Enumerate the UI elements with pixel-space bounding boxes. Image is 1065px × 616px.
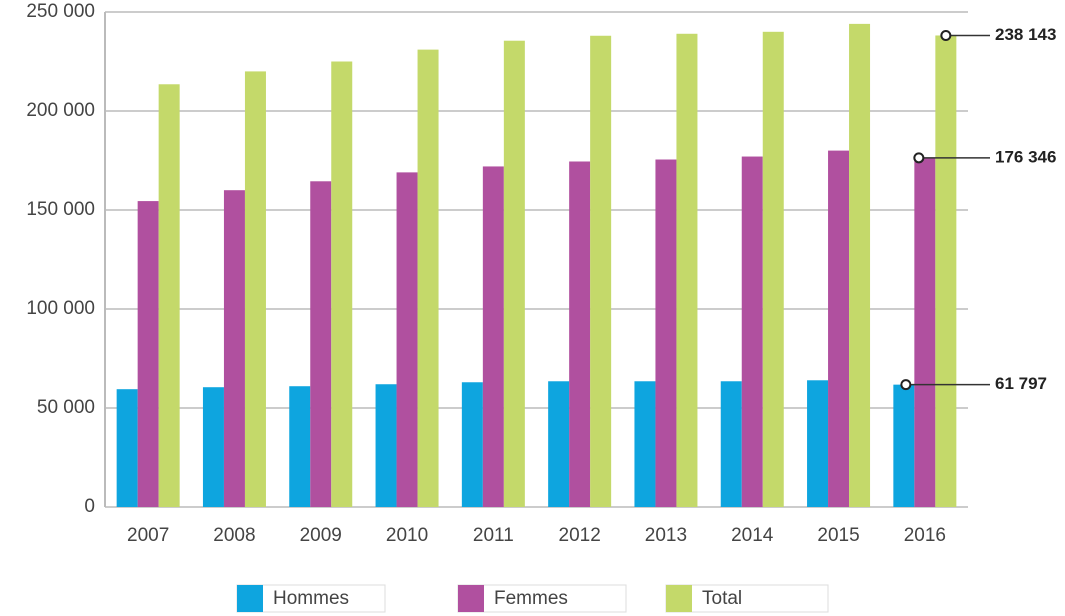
legend-label: Hommes xyxy=(273,588,349,609)
bar xyxy=(310,181,332,508)
x-tick-label: 2008 xyxy=(213,525,255,546)
bar xyxy=(158,84,180,508)
bar xyxy=(762,31,784,508)
bar xyxy=(807,380,829,507)
bar xyxy=(137,201,159,507)
bar xyxy=(548,381,570,507)
bar xyxy=(417,49,439,508)
legend-label: Total xyxy=(702,588,742,609)
x-tick-label: 2011 xyxy=(473,525,514,546)
bar xyxy=(720,381,742,507)
bar xyxy=(503,40,525,508)
y-tick-label: 150 000 xyxy=(26,199,95,220)
x-tick-label: 2013 xyxy=(645,525,687,546)
label-point xyxy=(940,29,952,41)
bar xyxy=(375,384,397,507)
value-label: 238 143 xyxy=(995,25,1056,44)
y-tick-label: 0 xyxy=(84,496,95,517)
x-tick-label: 2016 xyxy=(904,525,946,546)
bar xyxy=(893,384,915,507)
x-tick-label: 2012 xyxy=(559,525,601,546)
bar xyxy=(741,156,763,508)
y-tick-label: 250 000 xyxy=(26,1,95,22)
legend-swatch xyxy=(237,585,263,612)
bar xyxy=(331,61,353,507)
legend-swatch xyxy=(666,585,692,612)
bar xyxy=(935,35,957,507)
x-tick-label: 2015 xyxy=(817,525,859,546)
x-tick-label: 2009 xyxy=(300,525,342,546)
y-tick-label: 200 000 xyxy=(26,100,95,121)
label-point xyxy=(913,152,925,164)
legend-swatch xyxy=(458,585,484,612)
x-tick-label: 2010 xyxy=(386,525,428,546)
bar xyxy=(634,381,656,507)
bar xyxy=(289,386,311,507)
bar xyxy=(828,150,850,507)
x-tick-label: 2014 xyxy=(731,525,774,546)
value-label: 61 797 xyxy=(995,374,1047,393)
bar xyxy=(244,71,266,508)
bar xyxy=(482,166,504,507)
bar xyxy=(116,389,138,507)
bar xyxy=(223,190,245,507)
label-point xyxy=(900,379,912,391)
bar xyxy=(676,33,698,507)
bar xyxy=(202,387,224,507)
y-tick-label: 50 000 xyxy=(37,397,95,418)
bar xyxy=(396,172,418,507)
bar xyxy=(569,161,591,508)
value-label: 176 346 xyxy=(995,147,1056,166)
bar xyxy=(590,35,612,507)
legend-label: Femmes xyxy=(494,588,568,609)
y-tick-label: 100 000 xyxy=(26,298,95,319)
x-tick-label: 2007 xyxy=(127,525,169,546)
bar xyxy=(655,159,677,507)
bar xyxy=(461,382,483,507)
bar xyxy=(914,157,936,508)
bar xyxy=(849,23,871,507)
